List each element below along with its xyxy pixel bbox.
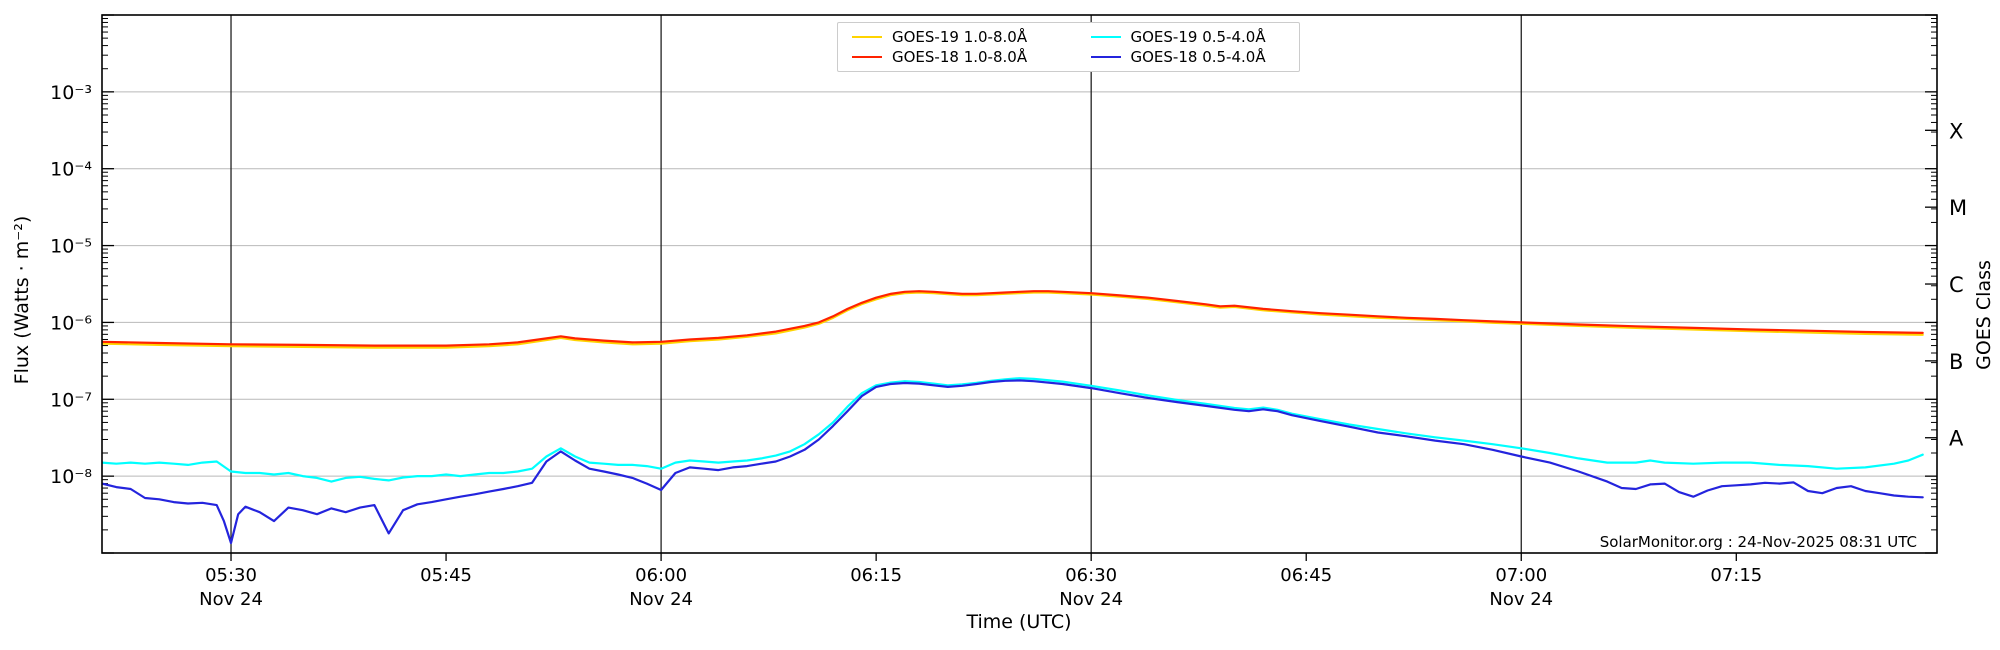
x-tick-sublabel: Nov 24 (1489, 589, 1553, 610)
legend: GOES-19 1.0-8.0Å GOES-18 1.0-8.0Å GOES-19 … (837, 22, 1300, 72)
x-tick-sublabel: Nov 24 (1059, 589, 1123, 610)
legend-swatch (1090, 56, 1121, 58)
y-tick-label: 10⁻⁴ (50, 159, 92, 181)
goes-class-label: B (1949, 350, 1963, 374)
legend-label: GOES-18 1.0-8.0Å (892, 48, 1028, 66)
x-tick-label: 05:45 (420, 565, 472, 586)
goes-class-label: A (1949, 427, 1964, 451)
x-tick-sublabel: Nov 24 (199, 589, 263, 610)
x-tick-sublabel: Nov 24 (629, 589, 693, 610)
legend-label: GOES-19 0.5-4.0Å (1130, 28, 1266, 46)
y-tick-label: 10⁻⁸ (50, 466, 92, 488)
x-tick-label: 07:15 (1710, 565, 1762, 586)
legend-label: GOES-19 1.0-8.0Å (892, 28, 1028, 46)
y-tick-label: 10⁻³ (50, 82, 92, 104)
plot-frame (101, 14, 1938, 554)
y-tick-label: 10⁻⁵ (50, 236, 92, 258)
x-tick-label: 06:30 (1065, 565, 1117, 586)
watermark-text: SolarMonitor.org : 24-Nov-2025 08:31 UTC (1599, 533, 1917, 551)
x-tick-label: 06:00 (635, 565, 687, 586)
series-line-goes-19-0-5-4-0- (102, 377, 1924, 483)
x-tick-label: 07:00 (1495, 565, 1547, 586)
y-axis-label-right: GOES Class (1973, 260, 1995, 370)
goes-class-label: X (1949, 119, 1963, 143)
y-axis-label-left: Flux (Watts · m⁻²) (11, 215, 33, 385)
legend-item: GOES-19 0.5-4.0Å (1090, 28, 1286, 46)
legend-item: GOES-18 1.0-8.0Å (852, 48, 1047, 66)
series-line-goes-19-1-0-8-0- (102, 291, 1924, 349)
legend-label: GOES-18 0.5-4.0Å (1130, 48, 1266, 66)
y-tick-label: 10⁻⁷ (50, 389, 92, 411)
series-line-goes-18-1-0-8-0- (102, 290, 1924, 347)
legend-swatch (852, 36, 882, 38)
y-tick-label: 10⁻⁶ (50, 312, 92, 334)
legend-swatch (852, 56, 882, 58)
x-axis-label: Time (UTC) (966, 611, 1072, 633)
x-tick-label: 05:30 (205, 565, 257, 586)
legend-swatch (1090, 36, 1121, 38)
goes-class-label: C (1949, 273, 1964, 297)
legend-item: GOES-18 0.5-4.0Å (1090, 48, 1286, 66)
series-line-goes-18-0-5-4-0- (102, 379, 1924, 545)
goes-class-label: M (1949, 196, 1967, 220)
x-tick-label: 06:15 (850, 565, 902, 586)
x-tick-label: 06:45 (1280, 565, 1332, 586)
legend-item: GOES-19 1.0-8.0Å (852, 28, 1047, 46)
